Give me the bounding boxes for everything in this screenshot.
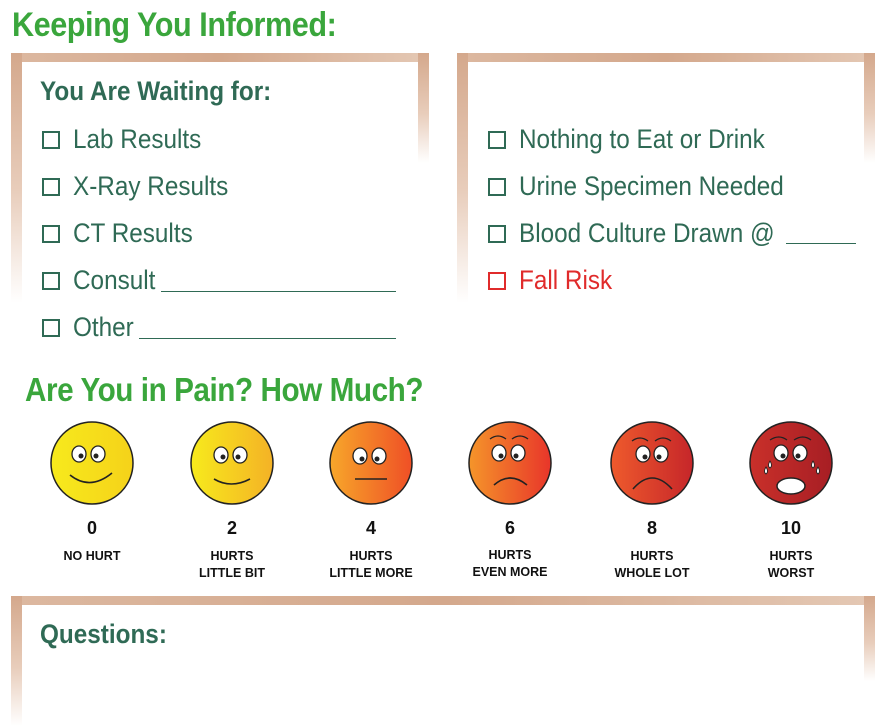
blood-culture-time-line[interactable]: [786, 243, 856, 244]
pain-value-10: 10: [780, 518, 802, 538]
checkbox-box[interactable]: [42, 224, 60, 243]
other-write-line[interactable]: [139, 338, 396, 339]
questions-panel[interactable]: [11, 596, 875, 726]
pain-heading: Are You in Pain? How Much?: [25, 371, 424, 408]
pain-label-2: HURTS LITTLE BIT: [162, 548, 302, 582]
checkbox-box[interactable]: [488, 177, 506, 196]
face-hurts-whole-lot: [610, 421, 694, 505]
checkbox-box[interactable]: [42, 177, 60, 196]
panel-frame-left: [11, 53, 22, 303]
checkbox-label: Urine Specimen Needed: [519, 171, 784, 201]
pain-label-6: HURTS EVEN MORE: [440, 547, 580, 581]
checkbox-urine-specimen[interactable]: Urine Specimen Needed: [488, 171, 813, 202]
pain-faces: [50, 421, 833, 505]
checkbox-label: X-Ray Results: [73, 171, 229, 201]
panel-frame-top: [11, 596, 875, 605]
pain-label-line1: HURTS: [349, 549, 393, 563]
pain-label-line2: WORST: [767, 566, 815, 580]
pain-value-2: 2: [226, 518, 237, 538]
face-hurts-little-more: [329, 421, 413, 505]
pain-label-line2: LITTLE MORE: [329, 566, 413, 580]
pain-label-line2: EVEN MORE: [472, 565, 548, 579]
checkbox-other[interactable]: Other: [42, 312, 141, 343]
pain-value-4: 4: [365, 518, 376, 538]
page-title: Keeping You Informed:: [12, 6, 337, 44]
checkbox-box[interactable]: [42, 271, 60, 290]
waiting-panel: [11, 53, 429, 353]
panel-frame-right: [418, 53, 429, 163]
face-hurts-little-bit: [190, 421, 274, 505]
checkbox-box[interactable]: [488, 271, 506, 290]
pain-label-0: NO HURT: [22, 548, 162, 565]
pain-label-line1: HURTS: [630, 549, 674, 563]
face-no-hurt: [50, 421, 134, 505]
checkbox-consult[interactable]: Consult: [42, 265, 165, 296]
status-panel: [457, 53, 875, 313]
waiting-heading: You Are Waiting for:: [40, 76, 272, 106]
consult-write-line[interactable]: [161, 291, 396, 292]
panel-frame-left: [11, 596, 22, 726]
pain-label-8: HURTS WHOLE LOT: [582, 548, 722, 582]
pain-label-line1: NO HURT: [63, 549, 121, 563]
face-hurts-worst: [749, 421, 833, 505]
panel-frame-right: [864, 53, 875, 163]
checkbox-ct-results[interactable]: CT Results: [42, 218, 206, 249]
panel-frame-right: [864, 596, 875, 681]
checkbox-lab-results[interactable]: Lab Results: [42, 124, 216, 155]
checkbox-xray-results[interactable]: X-Ray Results: [42, 171, 246, 202]
panel-frame-left: [457, 53, 468, 303]
pain-value-8: 8: [646, 518, 657, 538]
checkbox-label: Consult: [73, 265, 156, 295]
pain-label-line1: HURTS: [488, 548, 532, 562]
checkbox-box[interactable]: [42, 318, 60, 337]
checkbox-fall-risk[interactable]: Fall Risk: [488, 265, 623, 296]
pain-label-line1: HURTS: [210, 549, 254, 563]
face-hurts-even-more: [468, 421, 552, 505]
pain-label-4: HURTS LITTLE MORE: [301, 548, 441, 582]
checkbox-box[interactable]: [42, 130, 60, 149]
questions-heading: Questions:: [40, 619, 167, 649]
checkbox-label: CT Results: [73, 218, 193, 248]
panel-frame-top: [11, 53, 429, 62]
pain-value-6: 6: [504, 518, 515, 538]
panel-frame-top: [457, 53, 875, 62]
pain-label-line2: WHOLE LOT: [614, 566, 690, 580]
pain-label-line2: LITTLE BIT: [199, 566, 265, 580]
pain-value-0: 0: [86, 518, 97, 538]
checkbox-nothing-to-eat[interactable]: Nothing to Eat or Drink: [488, 124, 792, 155]
checkbox-blood-culture[interactable]: Blood Culture Drawn @: [488, 218, 803, 249]
checkbox-box[interactable]: [488, 130, 506, 149]
checkbox-label: Fall Risk: [519, 265, 613, 295]
checkbox-label: Other: [73, 312, 134, 342]
checkbox-label: Blood Culture Drawn @: [519, 218, 775, 248]
pain-label-line1: HURTS: [769, 549, 813, 563]
checkbox-box[interactable]: [488, 224, 506, 243]
pain-label-10: HURTS WORST: [721, 548, 861, 582]
checkbox-label: Lab Results: [73, 124, 202, 154]
checkbox-label: Nothing to Eat or Drink: [519, 124, 765, 154]
